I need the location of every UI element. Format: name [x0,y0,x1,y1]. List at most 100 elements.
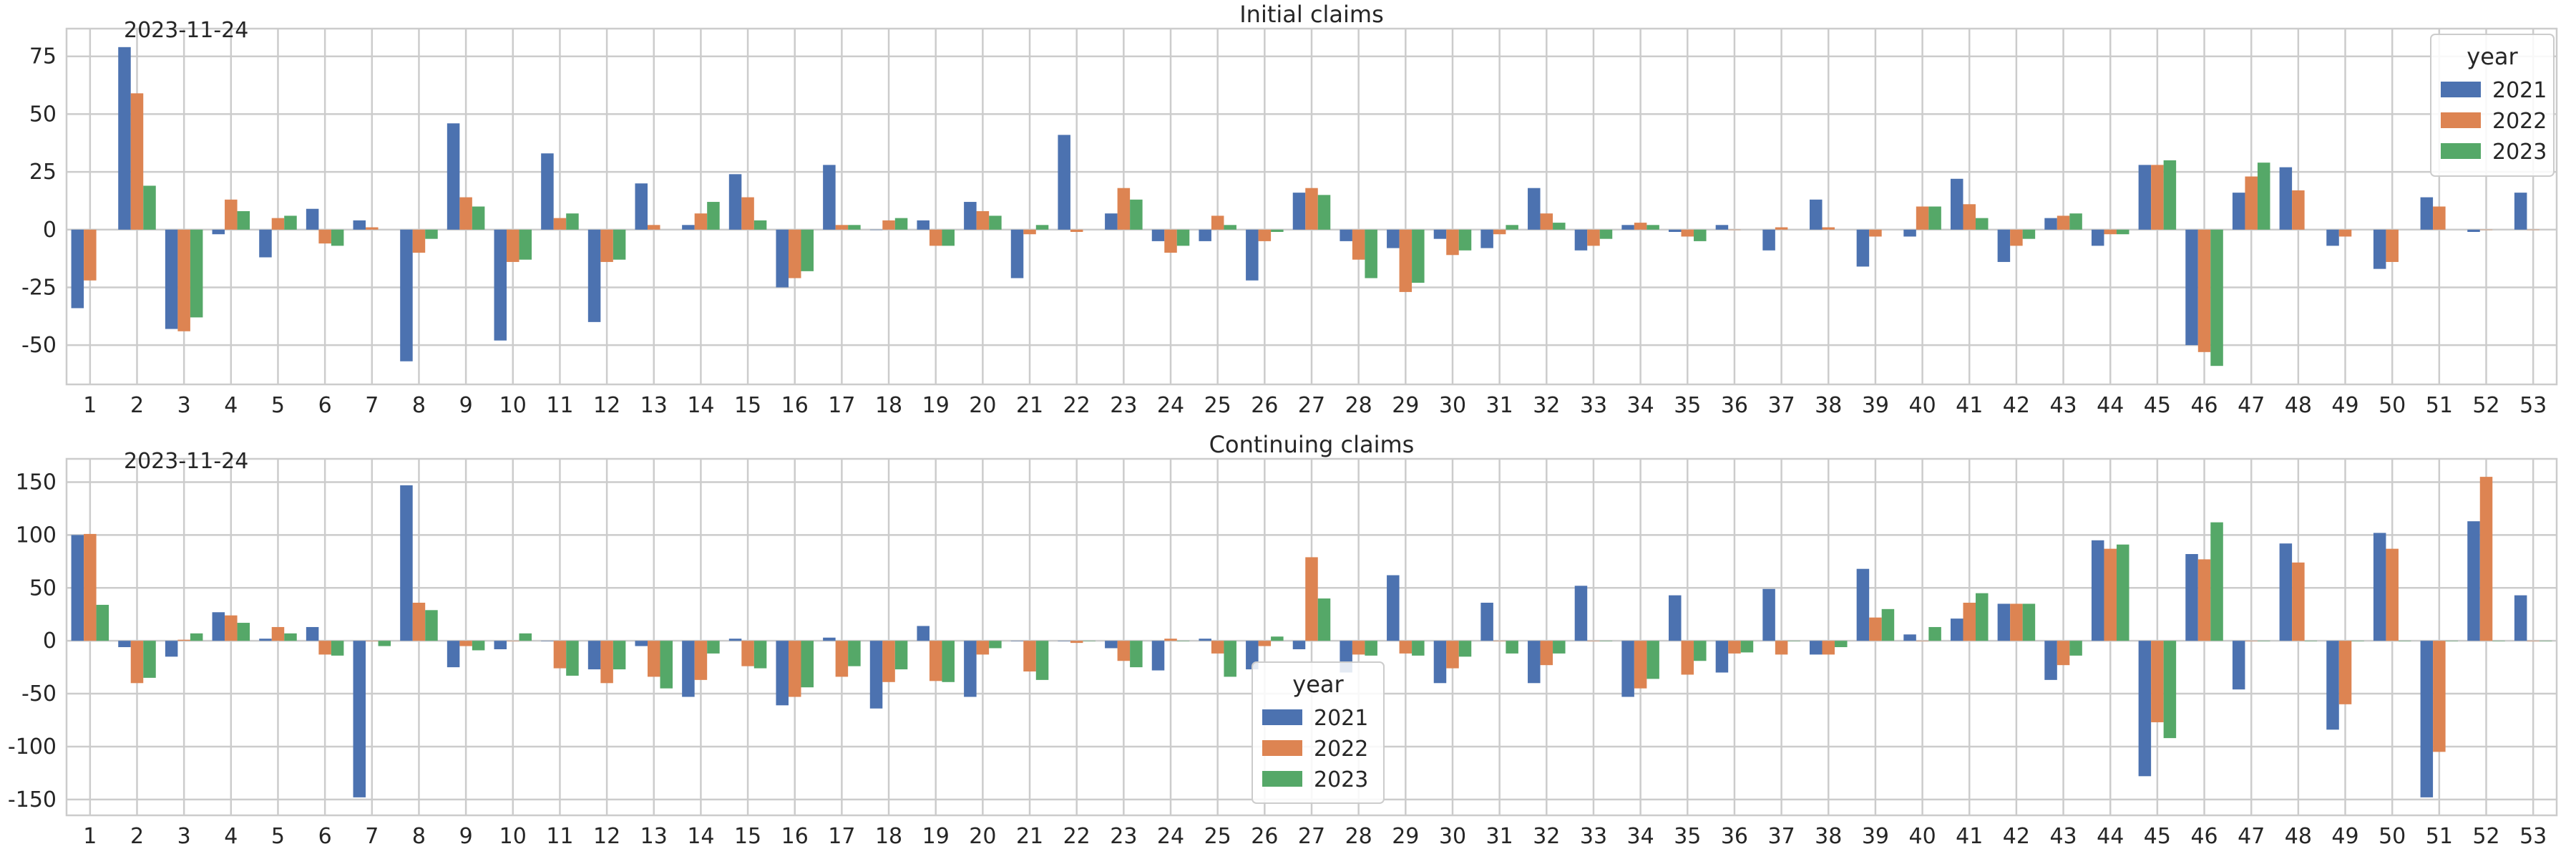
initial-claims-bar-2021-week-14 [682,225,695,230]
initial-claims-bar-2021-week-28 [1340,229,1352,241]
initial-claims-x-tick-label: 44 [2097,393,2124,418]
continuing-claims-bar-2021-week-8 [400,485,413,641]
continuing-claims-y-tick-label: 150 [16,470,57,495]
continuing-claims-bar-2023-week-45 [2163,641,2177,739]
initial-claims-bar-2021-week-5 [259,229,272,258]
initial-claims-bar-2023-week-14 [707,202,720,230]
initial-claims-x-tick-label: 40 [1908,393,1936,418]
initial-claims-bar-2023-week-24 [1176,229,1190,246]
continuing-claims-x-tick-label: 2 [130,824,144,849]
initial-claims-bar-2021-week-37 [1762,229,1775,251]
continuing-claims-x-tick-label: 39 [1862,824,1889,849]
continuing-claims-bar-2021-week-49 [2326,641,2339,730]
initial-claims-bar-2022-week-13 [648,225,660,230]
continuing-claims-bar-2022-week-3 [177,639,190,641]
continuing-claims-x-tick-label: 24 [1157,824,1184,849]
continuing-claims-date-annotation: 2023-11-24 [124,449,248,474]
continuing-claims-x-tick-label: 4 [224,824,238,849]
continuing-claims-bar-2021-week-34 [1621,641,1634,697]
continuing-claims-bar-2021-week-39 [1856,568,1870,641]
continuing-claims-bars [71,477,2552,797]
continuing-claims-bar-2023-week-17 [848,641,861,666]
continuing-claims-bar-2021-week-50 [2373,533,2386,641]
continuing-claims-x-tick-label: 48 [2285,824,2312,849]
initial-claims-bar-2022-week-34 [1634,223,1647,230]
continuing-claims-legend-label-2023: 2023 [1314,767,1368,792]
continuing-claims-bar-2023-week-2 [143,641,156,678]
continuing-claims-bar-2021-week-7 [353,641,366,797]
continuing-claims-x-tick-label: 33 [1580,824,1607,849]
initial-claims-bar-2021-week-2 [118,47,131,230]
continuing-claims-bar-2021-week-33 [1574,586,1588,641]
continuing-claims-bar-2021-week-2 [118,641,131,648]
initial-claims-bar-2021-week-48 [2279,167,2293,230]
continuing-claims-legend-swatch-2023 [1262,771,1302,787]
continuing-claims-y-tick-label: 100 [16,523,57,548]
continuing-claims-x-tick-label: 41 [1956,824,1983,849]
initial-claims-x-tick-label: 2 [130,393,144,418]
initial-claims-bar-2022-week-21 [1023,229,1036,235]
initial-claims-x-tick-label: 35 [1674,393,1701,418]
initial-claims-title: Initial claims [1239,1,1384,28]
initial-claims-x-tick-label: 50 [2379,393,2406,418]
continuing-claims-y-tick-label: 0 [43,629,57,654]
initial-claims-x-tick-label: 1 [83,393,97,418]
initial-claims-bar-2023-week-18 [894,218,908,230]
initial-claims-bar-2022-week-31 [1493,229,1506,235]
initial-claims-x-tick-label: 45 [2144,393,2171,418]
continuing-claims-x-tick-label: 36 [1721,824,1748,849]
initial-claims-bar-2021-week-21 [1010,229,1024,278]
continuing-claims-bar-2022-week-29 [1399,641,1413,654]
initial-claims-bar-2023-week-20 [989,215,1002,230]
initial-claims-bar-2023-week-10 [519,229,532,260]
initial-claims-bar-2023-week-12 [613,229,626,260]
initial-claims-bar-2022-week-11 [553,218,567,230]
initial-claims-x-tick-label: 48 [2285,393,2312,418]
continuing-claims-bar-2022-week-37 [1775,641,1788,655]
initial-claims-bar-2022-week-9 [459,197,472,230]
continuing-claims-x-ticks: 1 2 3 4 5 6 7 8 9 10 11 12 13 14 15 16 17 18 19 20 21 22 23 24 2… [83,824,2547,849]
initial-claims-x-tick-label: 22 [1063,393,1091,418]
continuing-claims-bar-2021-week-19 [917,626,930,641]
initial-claims-bar-2022-week-18 [882,220,895,230]
initial-claims-bar-2022-week-19 [929,229,942,246]
continuing-claims-bar-2022-week-34 [1634,641,1647,689]
continuing-claims-bar-2021-week-44 [2091,540,2104,641]
initial-claims-bar-2023-week-34 [1646,225,1659,230]
initial-claims-bar-2023-week-8 [425,229,438,239]
continuing-claims-bar-2023-week-15 [753,641,767,669]
initial-claims-bar-2023-week-43 [2069,213,2082,230]
continuing-claims-bar-2021-week-4 [212,612,225,641]
initial-claims-y-tick-label: 0 [43,218,57,243]
initial-claims-x-tick-label: 43 [2049,393,2077,418]
initial-claims-x-tick-label: 14 [687,393,714,418]
continuing-claims-bar-2021-week-31 [1480,602,1493,641]
initial-claims-x-tick-label: 51 [2426,393,2453,418]
continuing-claims-x-tick-label: 31 [1486,824,1513,849]
initial-claims-x-tick-label: 20 [969,393,996,418]
initial-claims-x-tick-label: 27 [1298,393,1325,418]
continuing-claims-bar-2022-week-13 [648,641,660,677]
continuing-claims-x-tick-label: 37 [1768,824,1795,849]
initial-claims-bar-2022-week-24 [1164,229,1177,253]
continuing-claims-bar-2022-week-21 [1023,641,1036,672]
continuing-claims-bar-2021-week-45 [2138,641,2152,777]
continuing-claims-plot-frame [65,457,2558,817]
initial-claims-bar-2021-week-53 [2514,193,2527,230]
initial-claims-x-tick-label: 8 [412,393,426,418]
continuing-claims-y-ticks: -150 -100 -50 0 50 100 150 [8,470,57,812]
continuing-claims-bar-2023-week-44 [2116,544,2129,641]
initial-claims-bar-2021-week-31 [1480,229,1493,248]
initial-claims-bar-2023-week-46 [2210,229,2223,367]
continuing-claims-x-tick-label: 20 [969,824,996,849]
initial-claims-bar-2023-week-11 [566,213,579,230]
continuing-claims-bar-2022-week-36 [1728,641,1741,654]
initial-claims-bar-2022-week-3 [177,229,190,331]
initial-claims-bar-2023-week-31 [1506,225,1518,230]
continuing-claims-bar-2021-week-35 [1669,595,1682,641]
continuing-claims-bar-2021-week-48 [2279,543,2293,641]
continuing-claims-bar-2022-week-22 [1070,641,1083,644]
initial-claims-bar-2022-week-40 [1916,206,1929,230]
